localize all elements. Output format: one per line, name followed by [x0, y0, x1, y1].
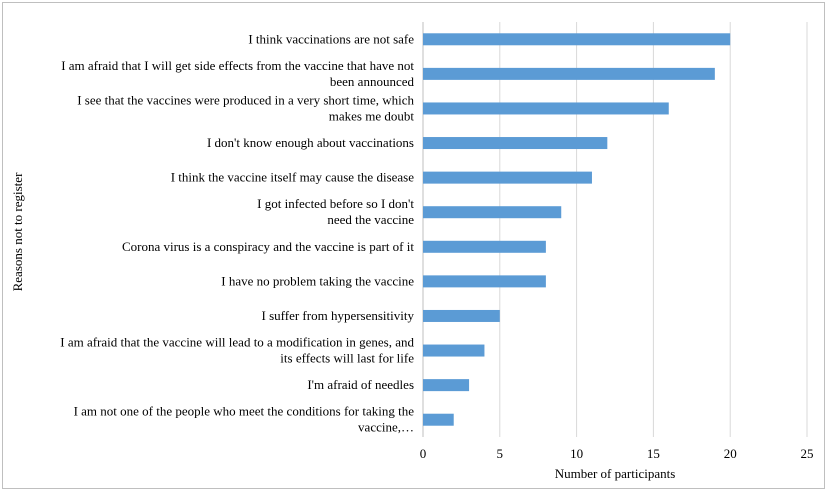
category-label-line: Corona virus is a conspiracy and the vac… — [122, 239, 414, 254]
x-tick-label: 5 — [497, 446, 504, 461]
bar — [423, 240, 546, 253]
category-label-line: I don't know enough about vaccinations — [207, 135, 414, 150]
x-tick-label: 0 — [420, 446, 427, 461]
category-label-line: I am afraid that the vaccine will lead t… — [60, 335, 414, 350]
category-label-line: vaccine,… — [358, 420, 414, 435]
category-label: I think vaccinations are not safe — [248, 31, 414, 46]
category-label-line: its effects will last for life — [280, 351, 414, 366]
category-label-line: need the vaccine — [327, 212, 414, 227]
category-label-line: I see that the vaccines were produced in… — [77, 92, 414, 107]
category-label: I am not one of the people who meet the … — [74, 404, 415, 435]
category-label: Corona virus is a conspiracy and the vac… — [122, 239, 414, 254]
x-tick-labels: 0 5 10 15 20 25 — [420, 446, 814, 461]
x-tick-label: 15 — [647, 446, 660, 461]
bar — [423, 344, 485, 357]
category-label-line: I got infected before so I don't — [257, 196, 414, 211]
category-label: I think the vaccine itself may cause the… — [171, 170, 415, 185]
category-label-line: I think vaccinations are not safe — [248, 31, 414, 46]
category-label-line: been announced — [330, 74, 415, 89]
category-label: I'm afraid of needles — [307, 377, 414, 392]
y-axis-title: Reasons not to register — [10, 172, 25, 291]
bar — [423, 171, 592, 184]
bar — [423, 413, 454, 426]
gridlines — [422, 22, 808, 437]
bars — [423, 33, 731, 426]
category-label-line: I am not one of the people who meet the … — [74, 404, 415, 419]
x-tick-label: 25 — [801, 446, 814, 461]
bar — [423, 379, 470, 392]
bar — [423, 102, 669, 115]
x-axis-title: Number of participants — [555, 466, 676, 481]
bar — [423, 309, 500, 322]
category-label-line: I'm afraid of needles — [307, 377, 414, 392]
category-label: I got infected before so I don't need the… — [257, 196, 414, 227]
category-label: I have no problem taking the vaccine — [221, 273, 414, 288]
category-label-line: I have no problem taking the vaccine — [221, 273, 414, 288]
bar — [423, 33, 731, 46]
category-label: I suffer from hypersensitivity — [262, 308, 415, 323]
category-label-line: makes me doubt — [329, 108, 415, 123]
category-label-line: I think the vaccine itself may cause the… — [171, 170, 415, 185]
category-label-line: I suffer from hypersensitivity — [262, 308, 415, 323]
x-tick-label: 10 — [570, 446, 583, 461]
x-tick-label: 20 — [724, 446, 737, 461]
bar — [423, 206, 562, 219]
category-labels: I think vaccinations are not safe I am af… — [60, 31, 414, 434]
category-label: I am afraid that the vaccine will lead t… — [60, 335, 414, 366]
category-label: I see that the vaccines were produced in… — [77, 92, 414, 123]
category-label: I am afraid that I will get side effects… — [61, 58, 414, 89]
category-label: I don't know enough about vaccinations — [207, 135, 414, 150]
bar — [423, 67, 715, 80]
category-label-line: I am afraid that I will get side effects… — [61, 58, 414, 73]
bar — [423, 137, 608, 150]
bar — [423, 275, 546, 288]
